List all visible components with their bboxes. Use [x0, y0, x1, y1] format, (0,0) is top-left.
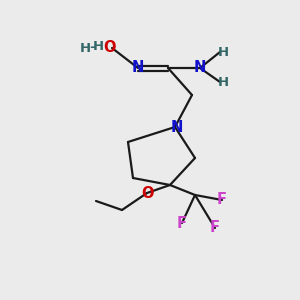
Text: O: O [104, 40, 116, 56]
Text: O: O [141, 185, 153, 200]
Text: N: N [132, 61, 144, 76]
Text: N: N [171, 119, 183, 134]
Text: F: F [177, 215, 187, 230]
Text: H: H [218, 46, 229, 59]
Text: N: N [194, 61, 206, 76]
Text: F: F [210, 220, 220, 236]
Text: -: - [89, 41, 95, 55]
Text: H: H [92, 40, 104, 52]
Text: H: H [218, 76, 229, 88]
Text: F: F [217, 193, 227, 208]
Text: H: H [80, 41, 91, 55]
